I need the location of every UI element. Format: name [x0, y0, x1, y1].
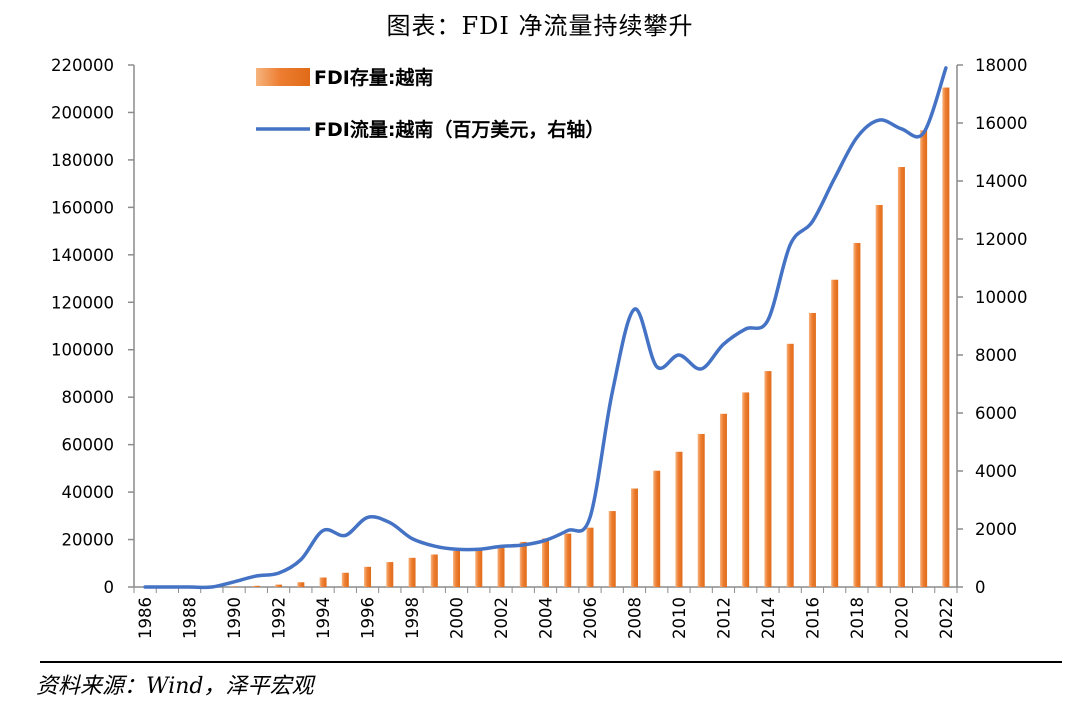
bar-2012 — [719, 413, 727, 587]
bar-2009 — [653, 470, 661, 587]
x-axis-tick-label: 2002 — [492, 597, 511, 639]
left-axis-tick-label: 160000 — [51, 198, 114, 217]
bar-1996 — [364, 566, 372, 587]
x-axis-tick-label: 1992 — [270, 597, 289, 639]
bar-2015 — [786, 343, 794, 587]
bar-2017 — [831, 279, 839, 587]
x-axis-tick-label: 2008 — [625, 597, 644, 639]
left-axis-tick-label: 200000 — [51, 103, 114, 122]
x-axis-tick-label: 2022 — [937, 597, 956, 639]
bar-2010 — [675, 451, 683, 587]
line-series — [143, 66, 948, 590]
bar-2000 — [453, 550, 461, 587]
right-axis-tick-label: 18000 — [975, 56, 1028, 75]
right-axis-tick-label: 14000 — [975, 172, 1028, 191]
bar-2014 — [764, 371, 772, 587]
axes: 0200004000060000800001000001200001400001… — [40, 56, 1062, 663]
bar-2011 — [697, 433, 705, 587]
bar-2022 — [942, 87, 950, 588]
legend-swatch-bar — [256, 68, 310, 86]
right-axis-tick-label: 10000 — [975, 288, 1028, 307]
bar-1998 — [408, 557, 416, 587]
x-axis-tick-label: 2012 — [714, 597, 733, 639]
right-axis-tick-label: 8000 — [975, 346, 1017, 365]
x-axis-tick-label: 2020 — [892, 597, 911, 639]
bar-1993 — [297, 582, 305, 587]
right-axis-tick-label: 2000 — [975, 520, 1017, 539]
fdi-flow-line — [143, 66, 948, 590]
x-axis-tick-label: 1994 — [314, 597, 333, 639]
bar-1992 — [275, 584, 283, 587]
right-axis-tick-label: 16000 — [975, 114, 1028, 133]
bar-2013 — [742, 392, 750, 587]
bar-2006 — [586, 527, 594, 587]
left-axis-tick-label: 80000 — [62, 388, 115, 407]
bar-2003 — [519, 541, 527, 587]
bar-2005 — [564, 533, 572, 587]
bar-2019 — [875, 204, 883, 587]
bar-2021 — [920, 130, 928, 587]
x-axis-tick-label: 2004 — [537, 597, 556, 639]
x-axis-tick-label: 2000 — [448, 597, 467, 639]
bar-1991 — [252, 585, 260, 587]
bar-2016 — [808, 312, 816, 587]
x-axis-tick-label: 2016 — [803, 597, 822, 639]
x-axis-tick-label: 2010 — [670, 597, 689, 639]
x-axis-tick-label: 1990 — [225, 597, 244, 639]
right-axis-tick-label: 0 — [975, 578, 986, 597]
left-axis-tick-label: 100000 — [51, 341, 114, 360]
x-axis-tick-label: 1988 — [181, 597, 200, 639]
bar-2001 — [475, 549, 483, 587]
bar-2020 — [897, 167, 905, 587]
bar-2007 — [608, 511, 616, 587]
bar-1994 — [319, 577, 327, 587]
x-axis-tick-label: 2018 — [848, 597, 867, 639]
left-axis-tick-label: 220000 — [51, 56, 114, 75]
x-axis-tick-label: 2006 — [581, 597, 600, 639]
left-axis-tick-label: 60000 — [62, 436, 115, 455]
bar-1999 — [430, 554, 438, 587]
x-axis-tick-label: 1998 — [403, 597, 422, 639]
bar-2004 — [542, 538, 549, 587]
left-axis-tick-label: 120000 — [51, 293, 114, 312]
right-axis-tick-label: 4000 — [975, 462, 1017, 481]
right-axis-tick-label: 6000 — [975, 404, 1017, 423]
bar-2008 — [630, 488, 638, 587]
legend-label-stock: FDI存量:越南 — [314, 66, 433, 89]
legend: FDI存量:越南 FDI流量:越南（百万美元，右轴） — [256, 66, 604, 141]
x-axis-tick-label: 1996 — [359, 597, 378, 639]
bar-series — [230, 87, 950, 588]
right-axis-tick-label: 12000 — [975, 230, 1028, 249]
bar-1997 — [386, 562, 394, 587]
left-axis-tick-label: 180000 — [51, 151, 114, 170]
x-axis-tick-label: 1986 — [136, 597, 155, 639]
bar-1995 — [341, 572, 349, 587]
left-axis-tick-label: 40000 — [62, 483, 115, 502]
left-axis-tick-label: 0 — [104, 578, 115, 597]
x-axis-tick-label: 2014 — [759, 597, 778, 639]
left-axis-tick-label: 140000 — [51, 246, 114, 265]
left-axis-tick-label: 20000 — [62, 531, 115, 550]
legend-label-flow: FDI流量:越南（百万美元，右轴） — [314, 118, 604, 141]
chart-title: 图表：FDI 净流量持续攀升 — [386, 12, 694, 40]
bar-2018 — [853, 242, 861, 588]
source-note: 资料来源：Wind，泽平宏观 — [36, 674, 314, 699]
bar-2002 — [497, 546, 505, 587]
